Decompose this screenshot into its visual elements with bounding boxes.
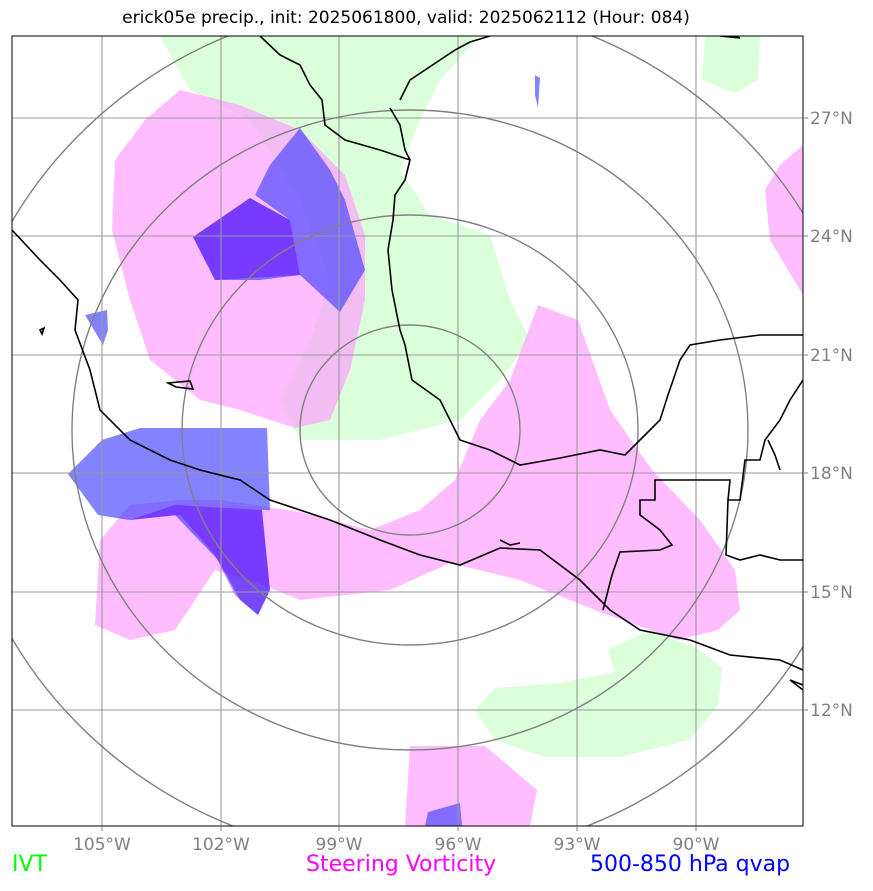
lat-label-15: 15°N: [810, 583, 853, 603]
lat-label-27: 27°N: [810, 109, 853, 129]
legend-qvap: 500-850 hPa qvap: [590, 852, 791, 877]
lat-label-12: 12°N: [810, 701, 853, 721]
tick-marks: [101, 117, 808, 831]
lat-label-24: 24°N: [810, 227, 853, 247]
lon-label-90w: 90°W: [673, 835, 720, 855]
map-title: erick05e precip., init: 2025061800, vali…: [122, 8, 690, 28]
range-rings: [12, 36, 803, 826]
legend-ivt: IVT: [12, 852, 47, 877]
graticule: [12, 36, 803, 826]
map-frame: [11, 35, 804, 827]
lon-label-96w: 96°W: [435, 835, 482, 855]
lon-label-105w: 105°W: [73, 835, 131, 855]
coastlines: [12, 36, 803, 691]
qvap-purple-overlay: [130, 198, 300, 615]
lon-label-99w: 99°W: [316, 835, 363, 855]
lon-label-93w: 93°W: [554, 835, 601, 855]
lat-label-18: 18°N: [810, 464, 853, 484]
legend-steering-vorticity: Steering Vorticity: [306, 852, 497, 877]
lon-label-102w: 102°W: [192, 835, 250, 855]
lat-label-21: 21°N: [810, 346, 853, 366]
